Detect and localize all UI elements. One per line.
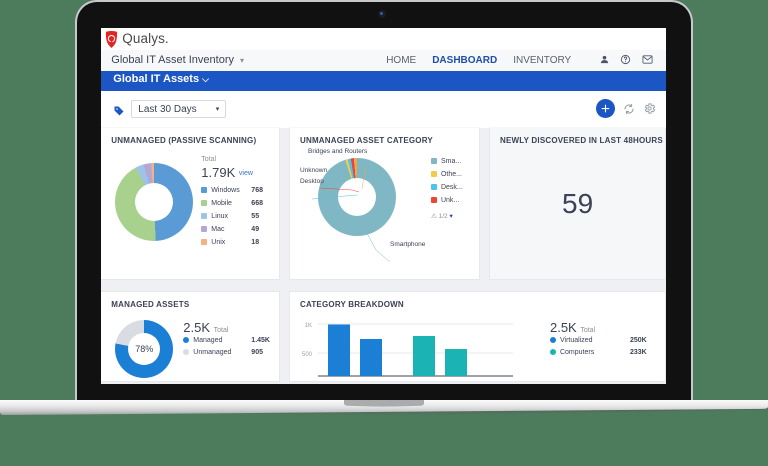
svg-text:500: 500 bbox=[302, 352, 313, 358]
svg-text:1K: 1K bbox=[305, 323, 312, 329]
